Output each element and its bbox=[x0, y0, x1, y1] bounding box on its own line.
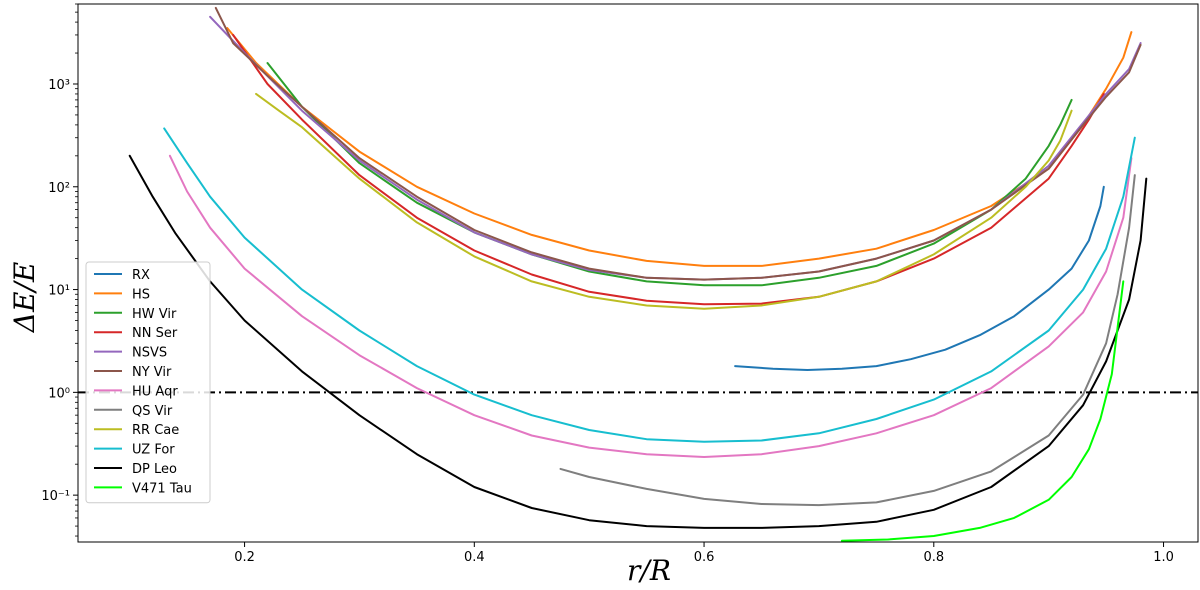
series-line-dp-leo bbox=[128, 154, 1148, 529]
legend-label-ny-vir: NY Vir bbox=[132, 365, 172, 380]
y-tick-label: 10² bbox=[48, 181, 70, 196]
series-line-hw-vir bbox=[266, 62, 1073, 287]
legend: RX HS HW Vir NN Ser NSVS NY Vir HU Aqr QS Vir RR… bbox=[85, 261, 211, 504]
x-tick-label: 0.2 bbox=[234, 550, 255, 565]
y-tick-label: 10⁻¹ bbox=[41, 489, 70, 504]
legend-label-dp-leo: DP Leo bbox=[132, 462, 177, 477]
series-line-nn-ser bbox=[232, 33, 1105, 306]
y-tick-label: 10⁰ bbox=[48, 386, 70, 401]
legend-box bbox=[85, 261, 211, 504]
x-tick-label: 0.8 bbox=[923, 550, 944, 565]
x-tick-label: 0.4 bbox=[464, 550, 485, 565]
legend-label-hu-aqr: HU Aqr bbox=[132, 384, 178, 399]
series-line-v471-tau bbox=[840, 280, 1125, 542]
axes: 0.2 0.4 0.6 0.8 1.0 10⁻¹ 10⁰ 10¹ 10² 10³ bbox=[41, 3, 1199, 565]
legend-label-nn-ser: NN Ser bbox=[132, 326, 178, 341]
series-line-rx bbox=[734, 185, 1105, 371]
series-line-hu-aqr bbox=[168, 154, 1133, 458]
series-line-uz-for bbox=[163, 127, 1136, 443]
series-line-hs bbox=[226, 27, 1133, 267]
legend-label-uz-for: UZ For bbox=[132, 443, 175, 458]
legend-label-v471-tau: V471 Tau bbox=[132, 481, 192, 496]
x-tick-label: 0.6 bbox=[694, 550, 715, 565]
series-line-ny-vir bbox=[214, 6, 1142, 281]
legend-label-hs: HS bbox=[132, 287, 150, 302]
legend-label-rr-cae: RR Cae bbox=[132, 423, 179, 438]
series-line-qs-vir bbox=[559, 174, 1136, 507]
plot-area bbox=[78, 6, 1198, 542]
plot-frame bbox=[77, 3, 1199, 543]
legend-label-rx: RX bbox=[132, 268, 150, 283]
x-tick-label: 1.0 bbox=[1153, 550, 1174, 565]
legend-label-qs-vir: QS Vir bbox=[132, 404, 173, 419]
y-tick-label: 10³ bbox=[48, 78, 70, 93]
legend-label-hw-vir: HW Vir bbox=[132, 307, 177, 322]
data-group bbox=[78, 6, 1198, 542]
y-axis-label: ΔE/E bbox=[8, 262, 41, 334]
series-line-rr-cae bbox=[255, 92, 1073, 310]
x-axis-label: r/R bbox=[627, 554, 671, 587]
y-tick-label: 10¹ bbox=[48, 284, 70, 299]
legend-label-nsvs: NSVS bbox=[132, 346, 167, 361]
